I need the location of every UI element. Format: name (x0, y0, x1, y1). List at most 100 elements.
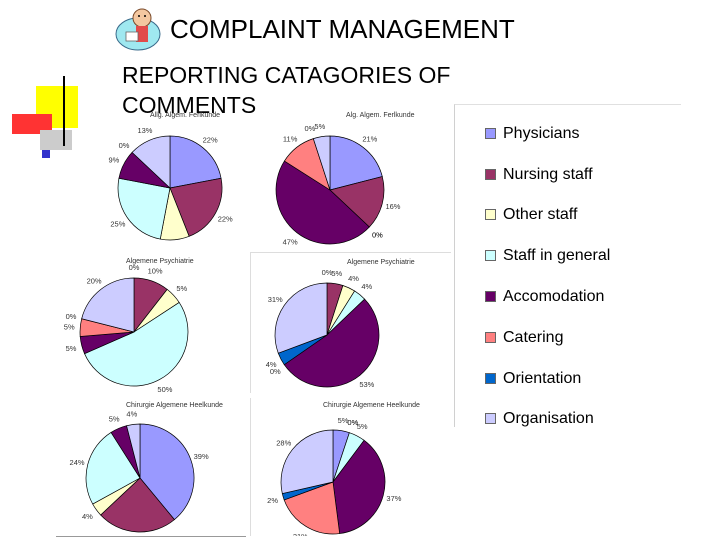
chart-3-title: Algemene Psychiatrie (126, 258, 194, 265)
page-subtitle: REPORTING CATAGORIES OF COMMENTS (122, 62, 451, 118)
pie-data-label: 11% (283, 135, 298, 144)
pie-slice-nursing-staff (329, 176, 385, 228)
chart-6-pie: 5%0%0%5%37%21%2%28% (267, 416, 402, 536)
pie-data-label: 4% (361, 282, 372, 291)
legend-label: Orientation (503, 370, 582, 387)
legend-swatch (485, 128, 496, 139)
chart-4-title: Algemene Psychiatrie (347, 259, 415, 266)
pie-data-label: 21% (362, 135, 377, 144)
pie-data-label: 4% (82, 512, 93, 521)
pie-data-label: 37% (386, 494, 401, 503)
pie-data-label: 0% (270, 367, 281, 376)
chart-panel-3: Algemene Psychiatrie 0% 10% 5% 50% 5% 5% 0% 20% (56, 252, 246, 392)
pie-slice-organisation (81, 277, 135, 333)
chart-4-pie: 0%5%4%4%53%0%4%31% (266, 268, 380, 389)
pie-data-label: 0% (347, 418, 358, 427)
pie-data-label: 47% (283, 237, 298, 246)
pie-data-label: 0% (347, 418, 358, 427)
pie-data-label: 9% (171, 247, 182, 248)
pie-data-label: 21% (293, 532, 308, 536)
pie-data-label: 20% (87, 277, 102, 286)
chart-panel-1: Allg. Algem. Ferlkunde 22%22%9%25%9%0%13… (70, 108, 246, 248)
pie-slice-accomodation (332, 439, 386, 534)
legend-label: Organisation (503, 410, 594, 427)
pie-data-label: 5% (357, 422, 368, 431)
pie-data-label: 50% (157, 385, 172, 392)
pie-slice-accomodation (275, 160, 370, 245)
pie-data-label: 22% (203, 135, 218, 144)
pie-data-label: 24% (70, 458, 85, 467)
page-title: COMPLAINT MANAGEMENT (170, 14, 515, 44)
pie-data-label: 5% (64, 323, 75, 332)
chart-5-title: Chirurgie Algemene Heelkunde (126, 402, 223, 409)
pie-data-label: 22% (218, 214, 233, 223)
pie-data-label: 16% (385, 202, 400, 211)
pie-data-label: 5% (109, 414, 120, 423)
chart-2-title: Alg. Algem. Ferlkunde (346, 112, 415, 119)
legend-swatch (485, 209, 496, 220)
chart-legend: Physicians Nursing staff Other staff Sta… (454, 104, 681, 427)
pie-data-label: 13% (137, 126, 152, 135)
pie-slice-staff-in-general (84, 301, 189, 387)
chart-panel-5: Chirurgie Algemene Heelkunde 39%24%4%24%… (56, 398, 246, 537)
pie-data-label: 28% (276, 439, 291, 448)
pie-slice-nursing-staff (100, 477, 175, 533)
pie-data-label: 39% (194, 452, 209, 461)
pie-data-label: 0% (372, 230, 383, 239)
pie-slice-organisation (280, 429, 334, 494)
pie-data-label: 5% (331, 269, 342, 278)
legend-swatch (485, 332, 496, 343)
pie-data-label: 5% (66, 344, 77, 353)
decor-gray-block (40, 130, 72, 150)
pie-data-label: 4% (348, 274, 359, 283)
chart-1-pie: 22%22%9%25%9%0%13% (108, 126, 233, 248)
pie-data-label: 53% (359, 380, 374, 389)
pie-data-label: 25% (110, 219, 125, 228)
pie-slice-accomodation (283, 298, 380, 388)
pie-slice-staff-in-general (85, 431, 141, 505)
pie-data-label: 0% (322, 268, 333, 277)
pie-data-label: 31% (268, 295, 283, 304)
clipart-character-icon (115, 8, 161, 51)
chart-1-title: Allg. Algem. Ferlkunde (150, 112, 221, 119)
pie-slice-organisation (126, 423, 141, 479)
pie-slice-physicians (139, 423, 195, 521)
legend-swatch (485, 250, 496, 261)
pie-slice-physicians (329, 135, 383, 191)
legend-label: Other staff (503, 206, 578, 223)
legend-label: Staff in general (503, 247, 611, 264)
pie-data-label: 4% (266, 360, 277, 369)
legend-label: Physicians (503, 125, 580, 142)
chart-panel-2: Alg. Algem. Ferlkunde 21% 16% 0% 0% 47% 11% 0%… (250, 108, 450, 248)
pie-data-label: 0% (372, 230, 383, 239)
legend-label: Nursing staff (503, 166, 593, 183)
chart-3-pie: 0% 10% 5% 50% 5% 5% 0% 20% (64, 263, 189, 392)
chart-panel-4: Algemene Psychiatrie 0% 5% 4% 4% 53% 0% 4% 31% (250, 252, 451, 393)
pie-slice-physicians (169, 135, 222, 189)
legend-swatch (485, 413, 496, 424)
decor-red-block (12, 114, 52, 134)
pie-slice-organisation (274, 282, 328, 354)
chart-panel-6: Chirurgie Algemene Heelkunde 5% 0% 0% 5% 37%… (250, 398, 451, 536)
pie-data-label: 0% (119, 141, 130, 150)
pie-slice-organisation (312, 135, 331, 191)
pie-data-label: 5% (314, 122, 325, 131)
pie-data-label: 0% (129, 263, 140, 272)
legend-label: Catering (503, 329, 564, 346)
decor-blue-square (42, 150, 50, 158)
pie-data-label: 4% (126, 410, 137, 419)
chart-6-title: Chirurgie Algemene Heelkunde (323, 402, 420, 409)
pie-data-label: 10% (148, 267, 163, 276)
legend-label: Accomodation (503, 288, 605, 305)
pie-data-label: 9% (108, 155, 119, 164)
legend-swatch (485, 169, 496, 180)
pie-data-label: 0% (304, 124, 315, 133)
legend-swatch (485, 291, 496, 302)
chart-2-pie: 21%16%0%0%47%11%0% 5% (275, 122, 401, 246)
legend-swatch (485, 373, 496, 384)
pie-slice-organisation (131, 135, 171, 189)
pie-slice-nursing-staff (169, 177, 223, 237)
decor-vertical-line (63, 76, 65, 146)
pie-data-label: 0% (66, 312, 77, 321)
pie-data-label: 2% (267, 496, 278, 505)
